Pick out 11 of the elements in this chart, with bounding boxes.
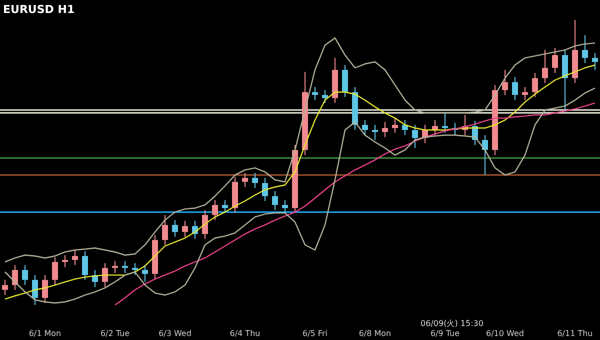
- annotation: 06/09(火) 15:30: [420, 319, 484, 328]
- x-tick: 6/9 Tue: [430, 329, 460, 338]
- x-tick: 6/8 Mon: [358, 329, 392, 338]
- x-tick: 6/4 Thu: [230, 329, 260, 338]
- x-tick: 6/3 Wed: [158, 329, 192, 338]
- x-tick: 6/11 Thu: [557, 329, 593, 338]
- x-tick: 6/10 Wed: [486, 329, 524, 338]
- x-tick: 6/2 Tue: [100, 329, 130, 338]
- x-tick: 6/1 Mon: [28, 329, 62, 338]
- x-tick: 6/5 Fri: [302, 329, 328, 338]
- title: EURUSD H1: [3, 3, 75, 16]
